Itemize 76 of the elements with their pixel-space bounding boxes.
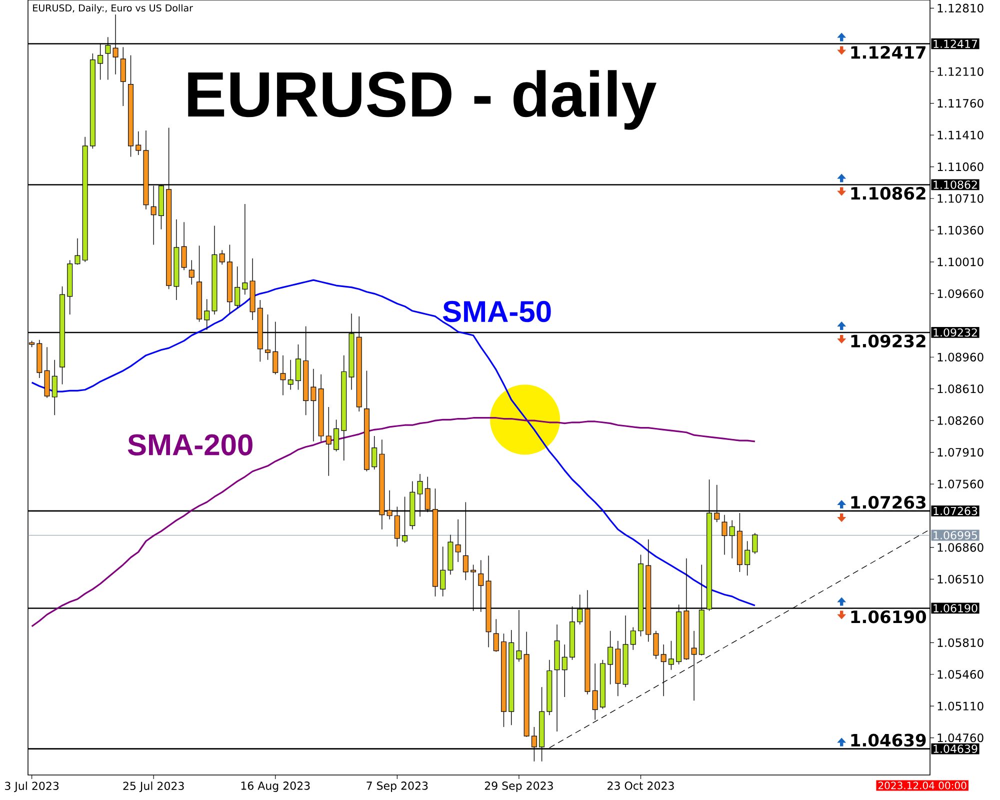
y-tick-label: 1.07560 bbox=[938, 480, 984, 488]
text: 1.04639 bbox=[934, 744, 978, 753]
y-tick-label: 1.05460 bbox=[938, 670, 984, 679]
candlestick bbox=[660, 644, 666, 696]
ref-line-label: 1.09232 bbox=[851, 334, 926, 348]
candlestick bbox=[668, 640, 674, 670]
y-tick-label: 1.10710 bbox=[938, 194, 984, 203]
candlestick bbox=[326, 406, 332, 476]
y-tick-label: 1.12810 bbox=[938, 4, 984, 12]
y-tick-label: 1.12110 bbox=[938, 67, 984, 76]
x-tick-label: 29 Sep 2023 bbox=[484, 782, 553, 792]
candlestick bbox=[52, 360, 58, 416]
y-tick-label: 1.04760 bbox=[938, 733, 984, 742]
candlestick bbox=[592, 663, 598, 720]
candlestick bbox=[234, 266, 240, 309]
ref-line-label: 1.06190 bbox=[851, 610, 926, 624]
text: EURUSD - daily bbox=[188, 70, 656, 130]
candlestick bbox=[455, 519, 461, 562]
candlestick bbox=[729, 520, 735, 559]
series-label: SMA-200 bbox=[128, 434, 252, 456]
x-tick-label: 3 Jul 2023 bbox=[5, 782, 59, 792]
ref-line-label: 1.04639 bbox=[851, 734, 926, 747]
candlestick bbox=[630, 626, 636, 650]
ref-line-label: 1.12417 bbox=[851, 46, 926, 59]
y-tick-label: 1.09660 bbox=[938, 289, 984, 298]
candlestick bbox=[188, 260, 194, 285]
text: 1.10862 bbox=[934, 180, 977, 189]
text: 1.07263 bbox=[934, 506, 978, 516]
text: 1.12417 bbox=[934, 40, 978, 48]
candlestick bbox=[280, 354, 286, 396]
candlestick bbox=[288, 360, 294, 390]
y-tick-label: 1.11410 bbox=[938, 130, 984, 140]
candlestick bbox=[120, 46, 126, 106]
y-tick-label: 1.08260 bbox=[938, 416, 984, 425]
candlestick bbox=[440, 546, 446, 597]
y-tick-label: 1.05810 bbox=[938, 638, 984, 647]
ref-line-label: 1.06995 bbox=[934, 531, 978, 540]
y-tick-label: 1.07910 bbox=[938, 448, 984, 457]
y-tick-label: 1.06860 bbox=[938, 543, 984, 552]
y-tick-label: 1.10010 bbox=[938, 258, 984, 266]
text: 1.06190 bbox=[934, 604, 978, 612]
candlestick bbox=[653, 630, 659, 660]
candlestick bbox=[334, 419, 340, 452]
y-tick-label: 1.11060 bbox=[938, 162, 984, 172]
candlestick bbox=[204, 298, 210, 330]
text: 1.09232 bbox=[934, 328, 977, 337]
y-tick-label: 1.11760 bbox=[938, 98, 984, 108]
candlestick bbox=[722, 514, 728, 556]
ref-line-label: 1.10862 bbox=[851, 186, 926, 200]
candlestick bbox=[310, 368, 316, 442]
x-tick-label: 25 Jul 2023 bbox=[123, 782, 184, 792]
candlestick bbox=[493, 618, 499, 652]
y-tick-label: 1.08960 bbox=[938, 352, 984, 362]
x-tick-label: 16 Aug 2023 bbox=[241, 782, 310, 792]
candlestick bbox=[744, 540, 750, 576]
candlestick bbox=[136, 131, 142, 156]
candlestick bbox=[691, 630, 697, 702]
candlestick bbox=[295, 344, 301, 390]
x-tick-label: 7 Sep 2023 bbox=[366, 782, 428, 792]
text: 2023.12.04 00:00 bbox=[878, 782, 966, 790]
candlestick bbox=[181, 222, 187, 270]
y-tick-label: 1.05110 bbox=[938, 702, 984, 710]
candlestick bbox=[608, 630, 614, 685]
annotation: EURUSD, Daily:, Euro vs US Dollar bbox=[33, 4, 193, 14]
candlestick bbox=[242, 204, 248, 295]
x-tick-label: 23 Oct 2023 bbox=[608, 782, 674, 790]
candlestick bbox=[219, 250, 225, 266]
series-label: SMA-50 bbox=[442, 300, 551, 322]
ref-line-label: 1.07263 bbox=[851, 496, 926, 509]
candlestick bbox=[372, 436, 378, 470]
candlestick bbox=[752, 532, 758, 554]
y-tick-label: 1.10360 bbox=[938, 226, 984, 235]
candlestick bbox=[562, 644, 568, 698]
y-tick-label: 1.08610 bbox=[938, 384, 984, 394]
y-tick-label: 1.06510 bbox=[938, 574, 984, 584]
candlestick bbox=[74, 238, 80, 266]
